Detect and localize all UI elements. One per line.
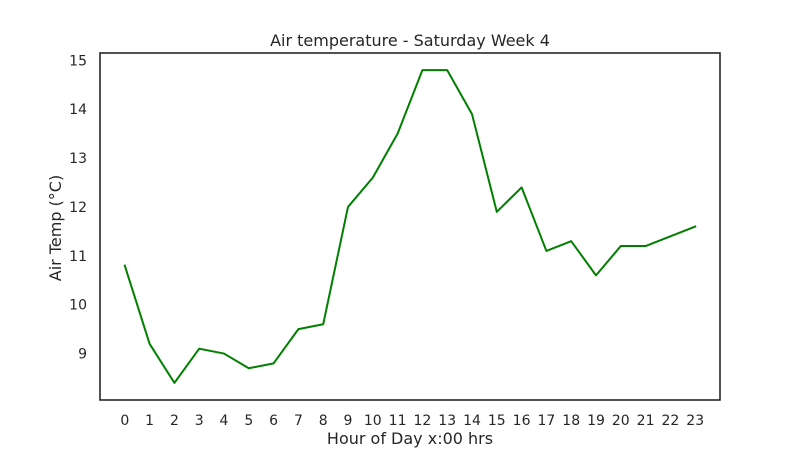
y-tick-label: 14 [69, 102, 87, 118]
x-tick-label: 1 [145, 413, 154, 429]
y-tick-label: 13 [69, 151, 87, 167]
x-tick-label: 9 [344, 413, 353, 429]
series-line-0 [123, 69, 697, 384]
x-tick-label: 10 [364, 413, 382, 429]
x-tick-label: 3 [195, 413, 204, 429]
x-tick-label: 21 [637, 413, 655, 429]
x-tick-label: 6 [269, 413, 278, 429]
x-tick-label: 16 [513, 413, 531, 429]
x-tick-label: 7 [294, 413, 303, 429]
x-tick-label: 19 [587, 413, 605, 429]
axes-frame [99, 52, 721, 401]
x-tick-label: 13 [438, 413, 456, 429]
y-tick-label: 10 [69, 298, 87, 314]
chart-title: Air temperature - Saturday Week 4 [270, 31, 550, 50]
x-tick-label: 2 [170, 413, 179, 429]
x-tick-label: 14 [463, 413, 481, 429]
plot-area: 0 1 2 3 4 5 6 7 8 9 10 11 12 13 14 15 16 17 18 19 20 21 22 2391… [69, 52, 721, 429]
y-tick-label: 9 [78, 347, 87, 363]
y-axis-label: Air Temp (°C) [46, 175, 65, 281]
y-tick-label: 15 [69, 53, 87, 69]
x-tick-label: 12 [413, 413, 431, 429]
x-tick-label: 17 [537, 413, 555, 429]
x-tick-label: 8 [319, 413, 328, 429]
x-tick-label: 15 [488, 413, 506, 429]
x-tick-label: 0 [120, 413, 129, 429]
x-tick-label: 18 [562, 413, 580, 429]
x-tick-label: 23 [686, 413, 704, 429]
x-tick-label: 4 [220, 413, 229, 429]
x-tick-label: 5 [244, 413, 253, 429]
y-tick-label: 12 [69, 200, 87, 216]
x-axis-label: Hour of Day x:00 hrs [327, 429, 493, 448]
x-tick-label: 22 [661, 413, 679, 429]
y-tick-label: 11 [69, 249, 87, 265]
x-tick-label: 11 [389, 413, 407, 429]
x-tick-label: 20 [612, 413, 630, 429]
